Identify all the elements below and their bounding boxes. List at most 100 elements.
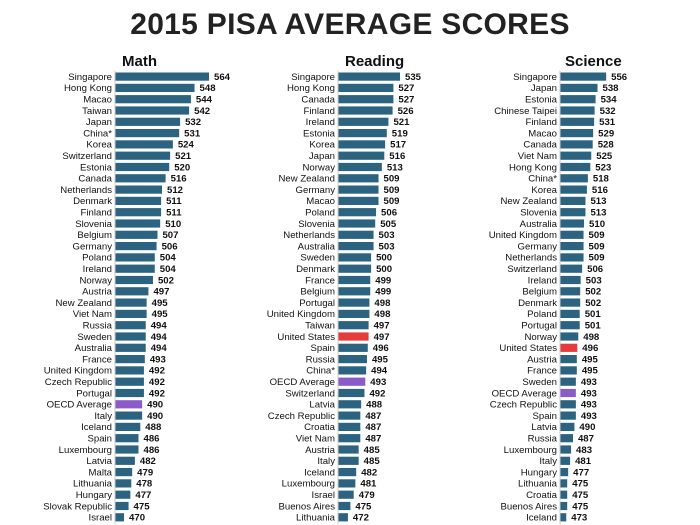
math-category-label: Netherlands (60, 185, 112, 196)
science-panel-title: Science (565, 53, 622, 70)
math-value-label: 475 (134, 501, 151, 512)
reading-bar (338, 422, 361, 431)
science-category-label: Croatia (526, 490, 558, 501)
science-value-label: 503 (586, 275, 602, 286)
math-bar (115, 388, 144, 398)
math-category-label: Spain (87, 434, 112, 445)
reading-category-label: Singapore (291, 72, 335, 83)
math-value-label: 477 (135, 490, 151, 501)
reading-value-label: 500 (376, 253, 392, 264)
science-value-label: 518 (593, 174, 610, 185)
science-category-label: Italy (539, 456, 557, 467)
science-category-label: Ireland (528, 275, 557, 286)
math-value-label: 478 (136, 479, 153, 490)
science-bar (560, 230, 584, 239)
math-bar (115, 456, 135, 465)
science-bar (560, 72, 607, 81)
reading-bar (338, 253, 372, 262)
reading-value-label: 472 (353, 513, 369, 524)
science-category-label: OECD Average (492, 388, 557, 399)
science-category-label: France (527, 366, 557, 377)
reading-category-label: United States (277, 332, 335, 343)
math-bar (115, 332, 146, 341)
math-bar (115, 275, 153, 285)
math-category-label: Hong Kong (64, 83, 112, 94)
science-bar (560, 151, 592, 160)
math-value-label: 493 (150, 354, 166, 365)
reading-bar (338, 208, 377, 217)
reading-bar (338, 343, 368, 352)
science-category-label: Netherlands (505, 253, 557, 264)
reading-value-label: 496 (373, 343, 389, 354)
reading-bar (338, 411, 361, 420)
math-category-label: Lithuania (73, 479, 113, 490)
reading-bar (338, 332, 369, 341)
science-category-label: Portugal (521, 321, 557, 332)
math-value-label: 490 (147, 411, 163, 422)
math-category-label: Russia (83, 321, 113, 332)
science-bar (560, 219, 585, 228)
math-category-label: Czech Republic (45, 377, 112, 388)
math-category-label: Latvia (86, 456, 112, 467)
science-bar (560, 434, 573, 443)
science-bar (560, 162, 591, 172)
science-bar (560, 479, 568, 488)
reading-bar (338, 264, 372, 273)
science-bar (560, 298, 581, 307)
science-value-label: 525 (596, 151, 613, 162)
science-category-label: Switzerland (507, 264, 557, 275)
reading-value-label: 498 (374, 298, 391, 309)
reading-value-label: 505 (380, 219, 397, 230)
math-value-label: 479 (137, 467, 153, 478)
math-category-label: Taiwan (82, 106, 112, 117)
reading-bar (338, 468, 357, 477)
math-category-label: Iceland (81, 422, 112, 433)
science-bar (560, 83, 598, 92)
science-category-label: Slovenia (520, 208, 557, 219)
math-category-label: Estonia (80, 162, 113, 173)
math-category-label: Switzerland (62, 151, 112, 162)
math-bar (115, 95, 191, 104)
reading-category-label: Hong Kong (287, 83, 335, 94)
science-value-label: 502 (585, 287, 601, 298)
math-bar (115, 445, 139, 454)
science-category-label: Norway (524, 332, 557, 343)
math-bar (115, 230, 158, 239)
math-value-label: 494 (151, 332, 168, 343)
reading-category-label: Israel (312, 490, 335, 501)
math-value-label: 504 (160, 264, 177, 275)
math-bar (115, 72, 209, 81)
science-bar (560, 174, 588, 183)
math-bar (115, 242, 157, 251)
math-value-label: 506 (162, 241, 178, 252)
math-value-label: 492 (149, 388, 165, 399)
math-bar (115, 366, 144, 375)
science-bar (560, 343, 578, 352)
science-value-label: 506 (587, 264, 603, 275)
math-bar (115, 174, 166, 183)
math-value-label: 492 (149, 377, 165, 388)
reading-category-label: Lithuania (296, 513, 336, 524)
reading-value-label: 493 (370, 377, 386, 388)
science-bar (560, 377, 576, 386)
reading-category-label: Belgium (300, 287, 335, 298)
reading-value-label: 517 (390, 140, 406, 151)
science-category-label: Russia (528, 434, 558, 445)
science-bar (560, 501, 568, 511)
science-category-label: Hong Kong (509, 162, 557, 173)
science-category-label: Spain (532, 411, 557, 422)
science-category-label: Chinese Taipei (494, 106, 557, 117)
reading-category-label: Poland (305, 208, 335, 219)
math-bar (115, 422, 141, 431)
science-bar (560, 422, 575, 431)
reading-value-label: 481 (360, 479, 377, 490)
science-category-label: Czech Republic (490, 400, 557, 411)
reading-value-label: 527 (398, 95, 414, 106)
science-bar (560, 400, 576, 409)
reading-category-label: Czech Republic (268, 411, 335, 422)
math-value-label: 494 (151, 321, 168, 332)
reading-bar (338, 162, 382, 172)
reading-category-label: Switzerland (285, 388, 335, 399)
reading-category-label: Austria (305, 445, 336, 456)
science-value-label: 538 (603, 83, 620, 94)
